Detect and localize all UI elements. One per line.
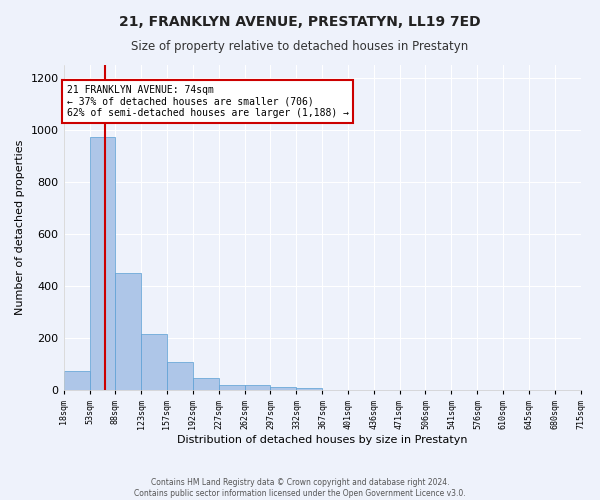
Bar	[296, 388, 322, 390]
Bar	[218, 384, 245, 390]
X-axis label: Distribution of detached houses by size in Prestatyn: Distribution of detached houses by size …	[177, 435, 467, 445]
Text: Size of property relative to detached houses in Prestatyn: Size of property relative to detached ho…	[131, 40, 469, 53]
Bar	[89, 136, 115, 390]
Y-axis label: Number of detached properties: Number of detached properties	[15, 140, 25, 316]
Bar	[115, 274, 142, 390]
Text: Contains HM Land Registry data © Crown copyright and database right 2024.
Contai: Contains HM Land Registry data © Crown c…	[134, 478, 466, 498]
Text: 21, FRANKLYN AVENUE, PRESTATYN, LL19 7ED: 21, FRANKLYN AVENUE, PRESTATYN, LL19 7ED	[119, 15, 481, 29]
Bar	[64, 371, 89, 390]
Bar	[142, 334, 167, 390]
Bar	[271, 387, 296, 390]
Text: 21 FRANKLYN AVENUE: 74sqm
← 37% of detached houses are smaller (706)
62% of semi: 21 FRANKLYN AVENUE: 74sqm ← 37% of detac…	[67, 84, 349, 117]
Bar	[193, 378, 218, 390]
Bar	[167, 362, 193, 390]
Bar	[245, 385, 271, 390]
